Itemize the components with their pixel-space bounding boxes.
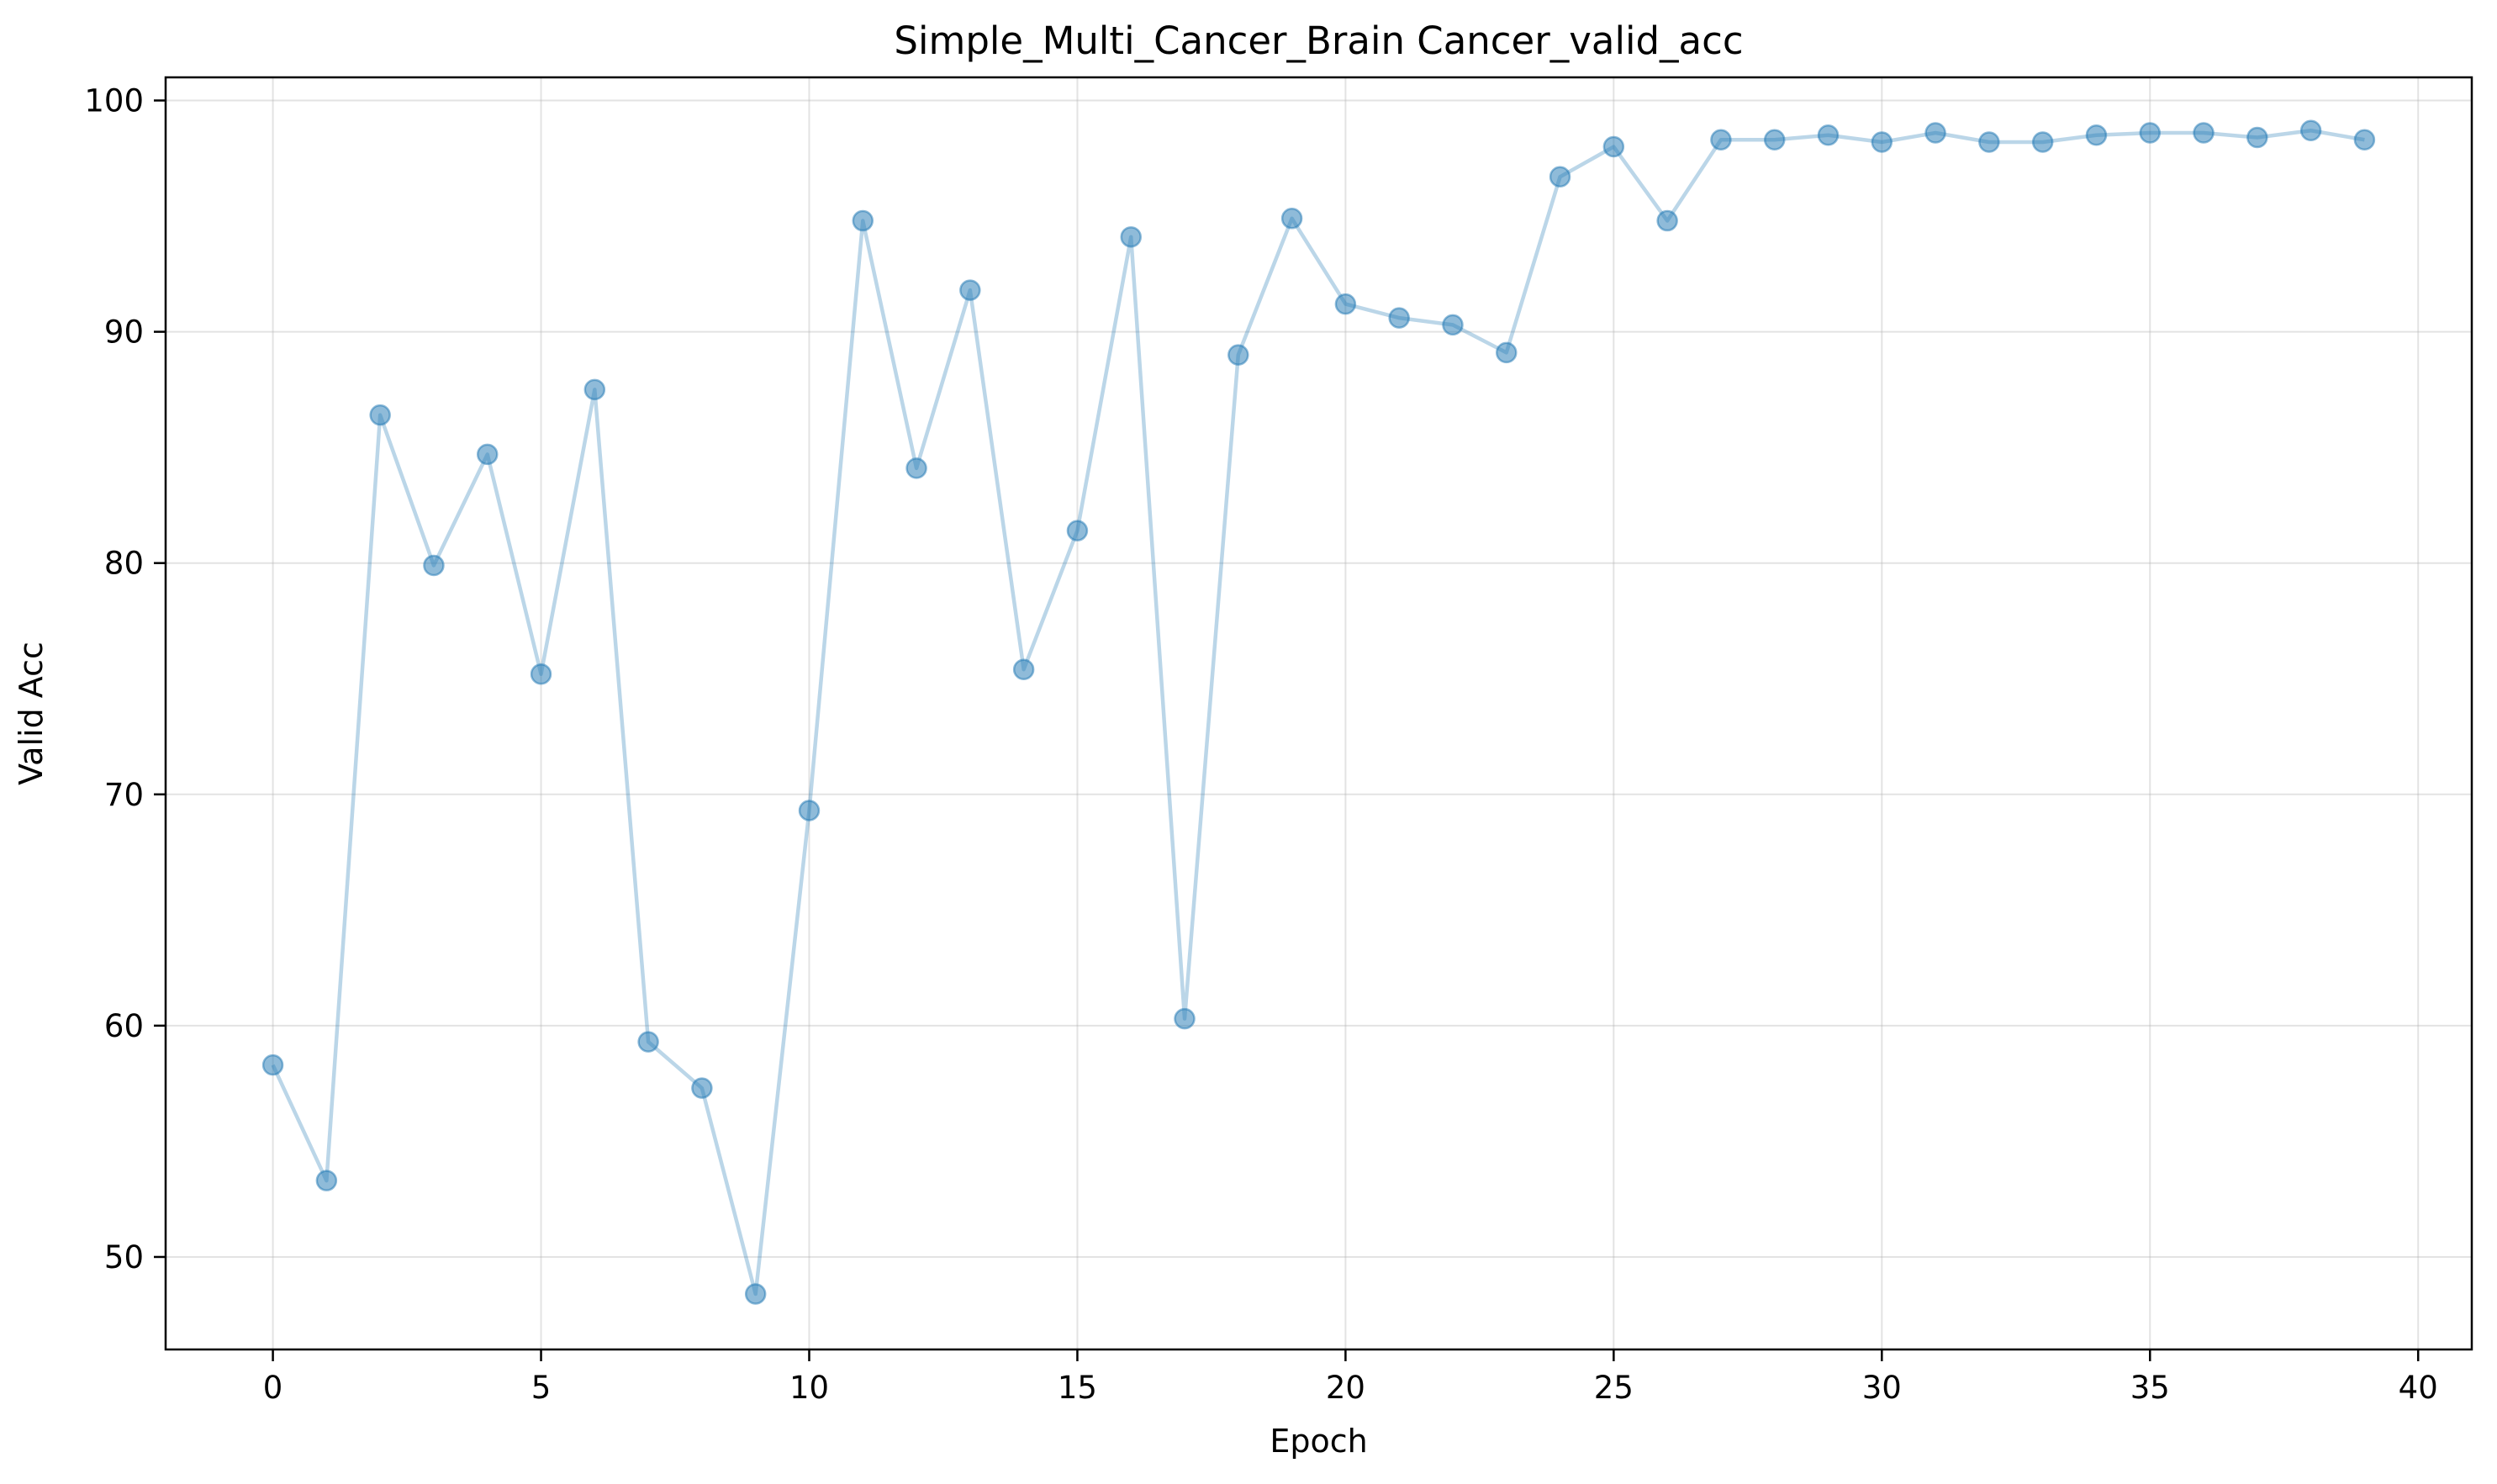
data-point [2139, 122, 2162, 144]
y-axis-ticks: 50 60 70 80 90 100 [84, 83, 166, 1275]
x-tick-label: 30 [1862, 1370, 1902, 1406]
data-point [798, 800, 821, 821]
x-tick-label: 5 [531, 1370, 552, 1406]
data-point [637, 1031, 659, 1053]
series-line-layer [271, 129, 2365, 1297]
data-point [2299, 119, 2322, 142]
series-line [271, 129, 2365, 1297]
data-point [1924, 122, 1946, 144]
data-point [2193, 122, 2215, 144]
data-point [2246, 126, 2268, 149]
chart-title: Simple_Multi_Cancer_Brain Cancer_valid_a… [894, 18, 1743, 63]
data-point [1120, 226, 1142, 248]
y-tick-label: 80 [104, 546, 144, 582]
data-point [1066, 520, 1089, 541]
data-point [1763, 129, 1786, 151]
data-point [744, 1283, 767, 1305]
x-tick-label: 0 [263, 1370, 283, 1406]
data-point [1334, 293, 1357, 315]
data-point [315, 1170, 338, 1191]
data-point [1871, 131, 1893, 153]
data-point [905, 457, 927, 479]
data-point [2353, 129, 2376, 151]
series-markers [261, 119, 2376, 1305]
x-tick-label: 15 [1058, 1370, 1097, 1406]
data-point [1388, 307, 1410, 329]
data-point [1549, 166, 1571, 188]
data-point [369, 404, 391, 426]
data-point [1710, 129, 1732, 151]
data-point [261, 1054, 284, 1076]
data-point [1227, 344, 1249, 366]
data-point [2031, 131, 2054, 153]
data-point [476, 443, 499, 466]
data-point [1174, 1007, 1196, 1030]
data-point [530, 663, 552, 685]
data-point [1442, 314, 1464, 336]
grid [166, 77, 2472, 1349]
data-point [1978, 131, 2000, 153]
x-axis-label: Epoch [1270, 1423, 1367, 1460]
y-axis-label: Valid Acc [13, 642, 50, 785]
data-point [959, 279, 981, 301]
data-point [691, 1077, 713, 1099]
x-tick-label: 20 [1326, 1370, 1365, 1406]
data-point [1602, 135, 1625, 158]
x-tick-label: 40 [2399, 1370, 2438, 1406]
data-point [2085, 124, 2108, 146]
plot-frame [164, 76, 2473, 1351]
data-point [1656, 209, 1678, 232]
data-point [852, 209, 874, 232]
data-point [583, 378, 606, 401]
data-point [1817, 124, 1840, 146]
data-point [1012, 658, 1035, 680]
data-point [1280, 208, 1303, 230]
x-axis-ticks: 0 5 10 15 20 25 30 35 40 [263, 1349, 2438, 1406]
y-tick-label: 60 [104, 1008, 144, 1044]
x-tick-label: 10 [789, 1370, 829, 1406]
y-tick-label: 100 [84, 83, 144, 119]
y-tick-label: 70 [104, 777, 144, 813]
data-point [423, 554, 445, 577]
y-tick-label: 90 [104, 314, 144, 351]
x-tick-label: 35 [2130, 1370, 2170, 1406]
x-tick-label: 25 [1594, 1370, 1634, 1406]
data-point [1496, 341, 1518, 364]
y-tick-label: 50 [104, 1239, 144, 1275]
